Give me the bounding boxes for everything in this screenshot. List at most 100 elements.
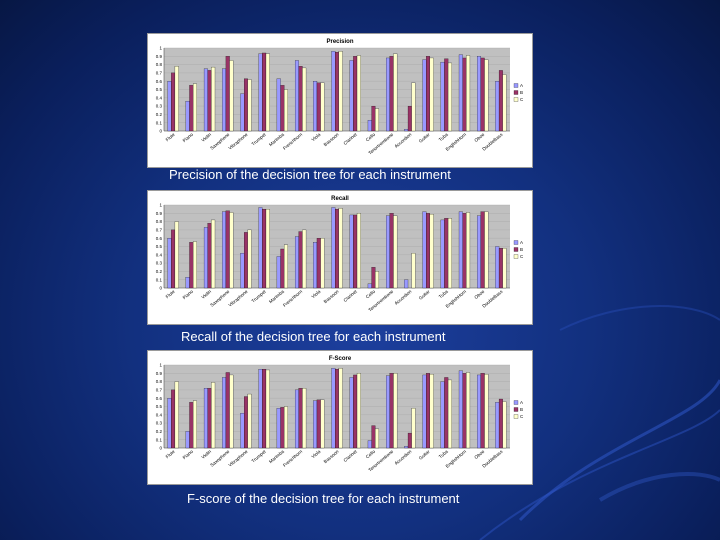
bar-C-cello	[375, 428, 380, 449]
bar-C-saxophone	[229, 212, 234, 289]
x-tick-label: Trumpet	[251, 131, 268, 146]
bar-A-saxophone	[222, 377, 227, 449]
bar-C-clarinet	[356, 213, 361, 289]
x-tick-label: Vibraphone	[227, 289, 248, 308]
bar-B-marimba	[280, 85, 285, 132]
bar-A-flute	[167, 238, 172, 289]
bar-C-flute	[174, 221, 179, 289]
x-tick-label: Marimba	[268, 289, 285, 305]
legend-swatch-B	[513, 247, 519, 252]
bar-B-piano	[189, 85, 194, 132]
y-tick-label: 0.8	[156, 379, 163, 384]
x-tick-label: Marimba	[268, 449, 285, 465]
bar-C-violin	[211, 66, 216, 132]
bar-C-piano	[193, 241, 197, 289]
bar-A-oboe	[477, 215, 481, 289]
bar-A-flute	[167, 398, 172, 449]
bar-A-trumpet	[258, 53, 263, 132]
bar-A-viola	[313, 400, 318, 449]
x-tick-label: Clarinet	[343, 448, 359, 462]
x-tick-label: Bassoon	[323, 449, 340, 465]
chart-fscore: F-Score 0 0.1 0.2 0.3 0.4 0.5 0.6 0.7 0.8 0.9 1 Flut…	[147, 350, 533, 485]
caption-precision: Precision of the decision tree for each …	[169, 167, 451, 182]
bar-C-englishhorn	[466, 372, 471, 449]
bar-C-marimba	[284, 89, 288, 132]
bar-A-piano	[185, 100, 190, 132]
chart-title: Precision	[326, 39, 353, 45]
chart-title: F-Score	[329, 356, 352, 362]
x-tick-label: Accordion	[394, 289, 413, 306]
y-tick-label: 0.2	[156, 112, 163, 117]
bar-B-oboe	[480, 57, 485, 132]
bar-B-oboe	[480, 211, 485, 289]
bar-C-cello	[375, 108, 380, 132]
x-tick-label: Guitar	[418, 289, 431, 301]
chart-precision-svg: Precision 0 0.1 0.2 0.3 0.4 0.5 0.6 0.7 0.8 0.9 1 Fl…	[156, 39, 524, 156]
bar-A-accordion	[404, 446, 409, 449]
chart-precision: Precision 0 0.1 0.2 0.3 0.4 0.5 0.6 0.7 0.8 0.9 1 Fl…	[147, 33, 533, 168]
bar-B-guitar	[426, 373, 430, 449]
x-tick-label: Frenchhorn	[282, 132, 304, 151]
y-tick-label: 0	[159, 286, 162, 291]
bar-B-tuba	[444, 218, 449, 289]
bar-C-tenortrombone	[393, 53, 398, 132]
bar-B-clarinet	[353, 56, 358, 132]
y-tick-label: 0.8	[156, 62, 163, 67]
bar-B-bassoon	[335, 52, 339, 132]
bar-A-piano	[185, 431, 190, 449]
y-tick-label: 0.2	[156, 429, 163, 434]
legend-label: B	[520, 407, 523, 412]
bar-B-flute	[171, 229, 176, 289]
bar-A-piano	[185, 277, 190, 289]
bar-B-clarinet	[353, 214, 358, 289]
chart-title: Recall	[331, 196, 349, 202]
x-tick-label: Trumpet	[251, 448, 268, 463]
bar-A-tuba	[440, 61, 445, 132]
y-tick-label: 0.8	[156, 219, 163, 224]
bar-B-accordion	[407, 432, 412, 449]
bar-C-viola	[320, 238, 325, 289]
bar-C-guitar	[429, 214, 434, 289]
bar-C-vibraphone	[247, 393, 252, 449]
legend-swatch-C	[513, 254, 519, 259]
x-tick-label: Viola	[310, 289, 321, 300]
bar-B-englishhorn	[462, 213, 467, 289]
bar-B-tenortrombone	[389, 213, 394, 289]
x-tick-label: Cello	[365, 289, 377, 300]
x-tick-label: DoubleBass	[481, 131, 504, 151]
bar-C-vibraphone	[247, 79, 252, 132]
y-tick-label: 0.2	[156, 269, 163, 274]
bar-C-frenchhorn	[302, 388, 307, 449]
bar-B-tuba	[444, 58, 449, 132]
x-tick-label: Clarinet	[343, 288, 359, 302]
legend-label: C	[520, 414, 524, 419]
bar-A-flute	[167, 81, 172, 132]
y-tick-label: 1	[159, 46, 162, 51]
x-tick-label: Marimba	[268, 132, 285, 148]
bar-A-clarinet	[349, 214, 354, 289]
bar-C-accordion	[411, 408, 416, 449]
bar-A-saxophone	[222, 68, 227, 132]
y-tick-label: 0.3	[156, 421, 163, 426]
x-tick-label: Tuba	[438, 449, 449, 460]
bar-B-doublebass	[498, 70, 503, 132]
bar-C-flute	[174, 66, 179, 132]
y-tick-label: 0.5	[156, 244, 163, 249]
x-tick-label: Violin	[200, 132, 212, 143]
bar-B-flute	[171, 72, 176, 132]
bar-C-saxophone	[229, 60, 234, 132]
bar-C-tenortrombone	[393, 373, 398, 449]
bar-B-bassoon	[335, 209, 339, 289]
x-tick-label: Viola	[310, 132, 321, 143]
bar-B-viola	[316, 238, 321, 289]
bar-A-doublebass	[495, 81, 500, 132]
bar-C-guitar	[429, 374, 434, 449]
bar-B-bassoon	[335, 369, 339, 449]
bar-A-frenchhorn	[294, 236, 299, 289]
bar-A-vibraphone	[240, 253, 245, 289]
x-tick-label: Oboe	[473, 289, 485, 300]
x-tick-label: DoubleBass	[481, 288, 504, 308]
legend-swatch-A	[513, 83, 519, 88]
bar-B-trumpet	[262, 369, 267, 449]
bar-C-tuba	[447, 62, 452, 132]
